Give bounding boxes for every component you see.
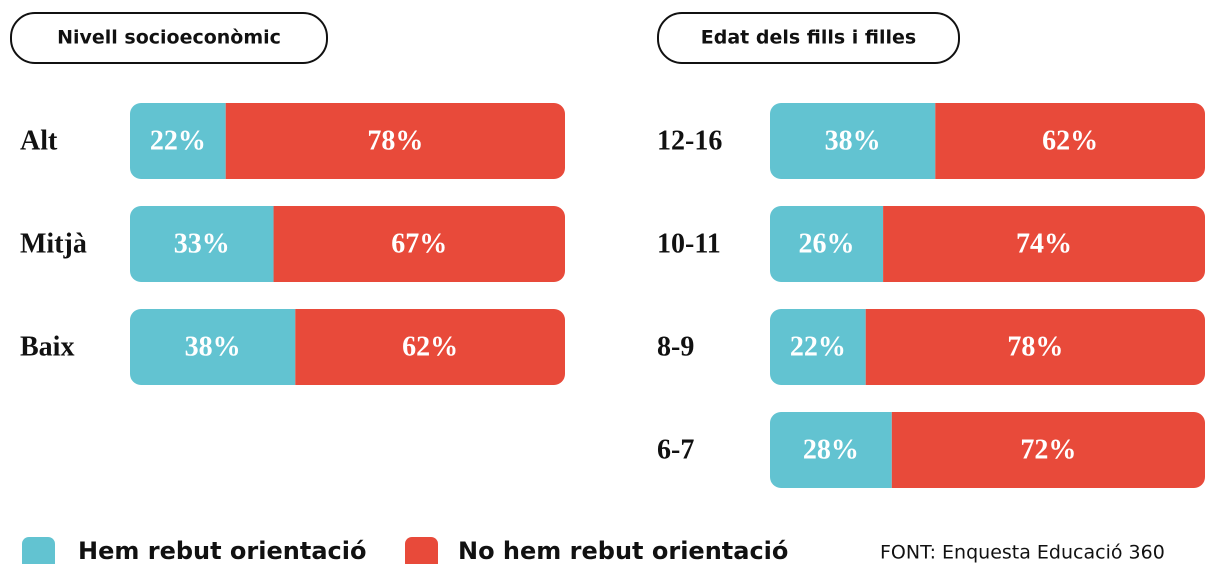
value-label: 33%: [174, 228, 230, 259]
bar-row: [130, 103, 565, 179]
source: FONT: Enquesta Educació 360: [880, 542, 1165, 564]
value-label: 28%: [803, 434, 859, 465]
value-label: 22%: [150, 125, 206, 156]
value-label: 67%: [391, 228, 447, 259]
legend-swatch: [405, 537, 438, 564]
legend-label: Hem rebut orientació: [78, 537, 366, 564]
category-label: 8-9: [657, 331, 694, 362]
value-label: 74%: [1016, 228, 1072, 259]
category-label: 10-11: [657, 228, 721, 259]
category-label: Alt: [20, 125, 58, 156]
bar-segment: [770, 412, 892, 488]
value-label: 22%: [790, 331, 846, 362]
bar-row: [130, 206, 565, 282]
title-pill: [10, 12, 328, 64]
category-label: Mitjà: [20, 228, 87, 259]
value-label: 72%: [1020, 434, 1076, 465]
value-label: 62%: [1042, 125, 1098, 156]
chart-title: Nivell socioeconòmic: [57, 27, 281, 49]
title-pill: [657, 12, 960, 64]
value-label: 78%: [1007, 331, 1063, 362]
value-label: 38%: [185, 331, 241, 362]
bar-row: [770, 206, 1205, 282]
category-label: Baix: [20, 331, 74, 362]
value-label: 62%: [402, 331, 458, 362]
bar-segment: [130, 103, 226, 179]
bar-segment: [770, 309, 866, 385]
bar-row: [770, 412, 1205, 488]
bar-segment: [273, 206, 565, 282]
value-label: 38%: [825, 125, 881, 156]
chart-title: Edat dels fills i filles: [701, 27, 917, 49]
bar-row: [130, 309, 565, 385]
bar-segment: [295, 309, 565, 385]
bar-segment: [883, 206, 1205, 282]
value-label: 78%: [367, 125, 423, 156]
bar-segment: [130, 309, 296, 385]
value-label: 26%: [799, 228, 855, 259]
category-label: 12-16: [657, 125, 722, 156]
bar-segment: [770, 103, 936, 179]
category-label: 6-7: [657, 434, 694, 465]
legend-swatch: [22, 537, 55, 564]
bar-segment: [130, 206, 274, 282]
bar-segment: [891, 412, 1205, 488]
bar-segment: [935, 103, 1205, 179]
bar-segment: [225, 103, 565, 179]
bar-row: [770, 309, 1205, 385]
bar-segment: [770, 206, 884, 282]
bar-segment: [865, 309, 1205, 385]
legend-label: No hem rebut orientació: [458, 537, 788, 564]
bar-row: [770, 103, 1205, 179]
